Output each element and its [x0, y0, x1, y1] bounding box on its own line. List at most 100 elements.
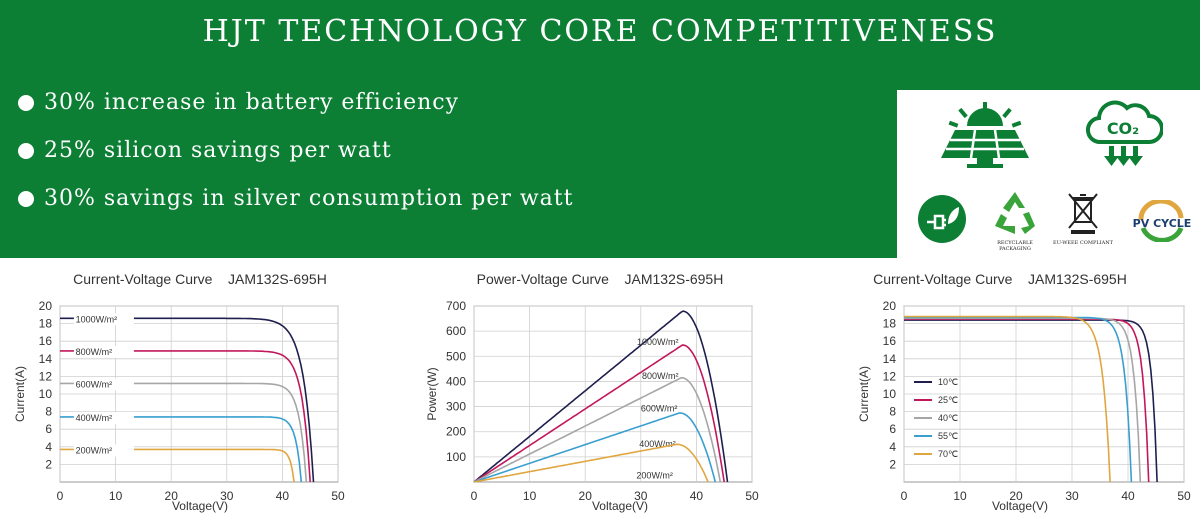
solar-panel-sun-icon	[941, 102, 1029, 168]
y-tick-label: 100	[446, 450, 466, 464]
y-tick-label: 10	[883, 387, 897, 401]
chart-title: Power-Voltage Curve JAM132S-695H	[477, 271, 724, 287]
feature-text: 30% increase in battery efficiency	[44, 90, 460, 115]
series-line	[473, 310, 729, 483]
series-label: 200W/m²	[76, 445, 113, 455]
series-label: 400W/m²	[639, 439, 676, 449]
y-tick-label: 2	[45, 457, 52, 471]
y-tick-label: 400	[446, 374, 466, 388]
x-tick-label: 50	[745, 489, 759, 503]
feature-item-efficiency: 30% increase in battery efficiency	[18, 90, 459, 115]
x-tick-label: 40	[690, 489, 704, 503]
series-label: 400W/m²	[76, 413, 113, 423]
y-tick-label: 12	[39, 369, 53, 383]
weee-bin-icon	[1068, 193, 1098, 234]
y-tick-label: 6	[889, 422, 896, 436]
legend-label: 40℃	[938, 413, 958, 423]
y-tick-label: 2	[889, 457, 896, 471]
banner-title: HJT TECHNOLOGY CORE COMPETITIVENESS	[202, 14, 998, 49]
x-tick-label: 40	[276, 489, 290, 503]
recyclable-caption: RECYCLABLE PACKAGING	[997, 240, 1033, 252]
chart-title: Current-Voltage Curve JAM132S-695H	[873, 271, 1127, 287]
series-label-bg	[73, 378, 134, 391]
pv-cycle-logo-icon: PV CYCLE	[1133, 200, 1192, 242]
iv-irradiance-chart-svg: Current-Voltage Curve JAM132S-695H 2 4 6 8 10…	[13, 271, 345, 513]
legend-label: 25℃	[938, 395, 958, 405]
co2-cloud-icon: CO₂	[1086, 100, 1163, 166]
feature-text: 30% savings in silver consumption per wa…	[44, 186, 574, 211]
y-tick-label: 10	[39, 387, 53, 401]
y-axis-label: Power(W)	[425, 367, 439, 420]
legend-label: 55℃	[938, 431, 958, 441]
pv-irradiance-chart-svg: Power-Voltage Curve JAM132S-695H10020030…	[425, 271, 759, 513]
series-label: 600W/m²	[641, 404, 678, 414]
iv-temperature-chart: Current-Voltage Curve JAM132S-695H 2 4 6 8 10…	[800, 262, 1200, 525]
y-tick-label: 500	[446, 349, 466, 363]
y-tick-label: 8	[45, 405, 52, 419]
x-axis-label: Voltage(V)	[592, 499, 648, 513]
x-tick-label: 20	[579, 489, 593, 503]
y-tick-label: 14	[883, 352, 897, 366]
y-tick-label: 18	[883, 317, 897, 331]
x-tick-label: 50	[1177, 489, 1191, 503]
series-label: 1000W/m²	[637, 337, 679, 347]
series-line	[473, 443, 709, 483]
weee-caption: EU-WEEE COMPLIANT	[1053, 240, 1113, 246]
x-tick-label: 20	[165, 489, 179, 503]
series-line	[473, 376, 722, 483]
x-tick-label: 20	[1009, 489, 1023, 503]
series-label: 600W/m²	[76, 379, 113, 389]
y-tick-label: 14	[39, 352, 53, 366]
green-plug-icon	[918, 195, 966, 243]
x-tick-label: 50	[331, 489, 345, 503]
series-line	[904, 316, 1133, 483]
y-tick-label: 4	[45, 440, 52, 454]
y-tick-label: 20	[883, 299, 897, 313]
x-tick-label: 0	[57, 489, 64, 503]
y-tick-label: 8	[889, 405, 896, 419]
y-tick-label: 700	[446, 299, 466, 313]
x-tick-label: 0	[901, 489, 908, 503]
series-label: 800W/m²	[76, 347, 113, 357]
bullet-icon	[18, 142, 34, 159]
x-tick-label: 40	[1121, 489, 1135, 503]
y-tick-label: 18	[39, 317, 53, 331]
series-label: 1000W/m²	[76, 314, 118, 324]
series-line	[473, 412, 717, 483]
x-tick-label: 30	[1065, 489, 1079, 503]
bullet-icon	[18, 94, 34, 111]
series-label: 800W/m²	[642, 371, 679, 381]
pv-irradiance-chart: Power-Voltage Curve JAM132S-695H 100 200 30…	[400, 262, 800, 525]
x-tick-label: 30	[634, 489, 648, 503]
x-axis-label: Voltage(V)	[992, 499, 1048, 513]
recycle-icon	[995, 192, 1035, 234]
x-tick-label: 10	[523, 489, 537, 503]
y-tick-label: 600	[446, 324, 466, 338]
x-tick-label: 10	[109, 489, 123, 503]
y-tick-label: 16	[39, 334, 53, 348]
y-tick-label: 20	[39, 299, 53, 313]
series-label-bg	[73, 444, 134, 457]
pvcycle-label: PV CYCLE	[1133, 217, 1192, 230]
y-tick-label: 16	[883, 334, 897, 348]
series-label-bg	[73, 313, 134, 326]
x-tick-label: 10	[953, 489, 967, 503]
y-axis-label: Current(A)	[857, 366, 871, 422]
series-line	[904, 315, 1111, 483]
iv-temperature-chart-svg: Current-Voltage Curve JAM132S-695H 2 4 6 8 10…	[857, 271, 1191, 513]
co2-label: CO₂	[1107, 119, 1139, 138]
bullet-icon	[18, 190, 34, 207]
series-label: 200W/m²	[636, 470, 673, 480]
certification-icon-panel: CO₂ RECYCLABLE PACKAGING EU-WEEE COM	[897, 90, 1200, 258]
x-tick-label: 0	[471, 489, 478, 503]
y-tick-label: 4	[889, 440, 896, 454]
x-tick-label: 30	[220, 489, 234, 503]
x-axis-label: Voltage(V)	[172, 499, 228, 513]
series-label-bg	[73, 345, 134, 358]
y-tick-label: 200	[446, 425, 466, 439]
legend-label: 10℃	[938, 377, 958, 387]
feature-item-silicon: 25% silicon savings per watt	[18, 138, 392, 163]
y-tick-label: 6	[45, 422, 52, 436]
legend-label: 70℃	[938, 449, 958, 459]
plot-frame	[473, 305, 753, 483]
